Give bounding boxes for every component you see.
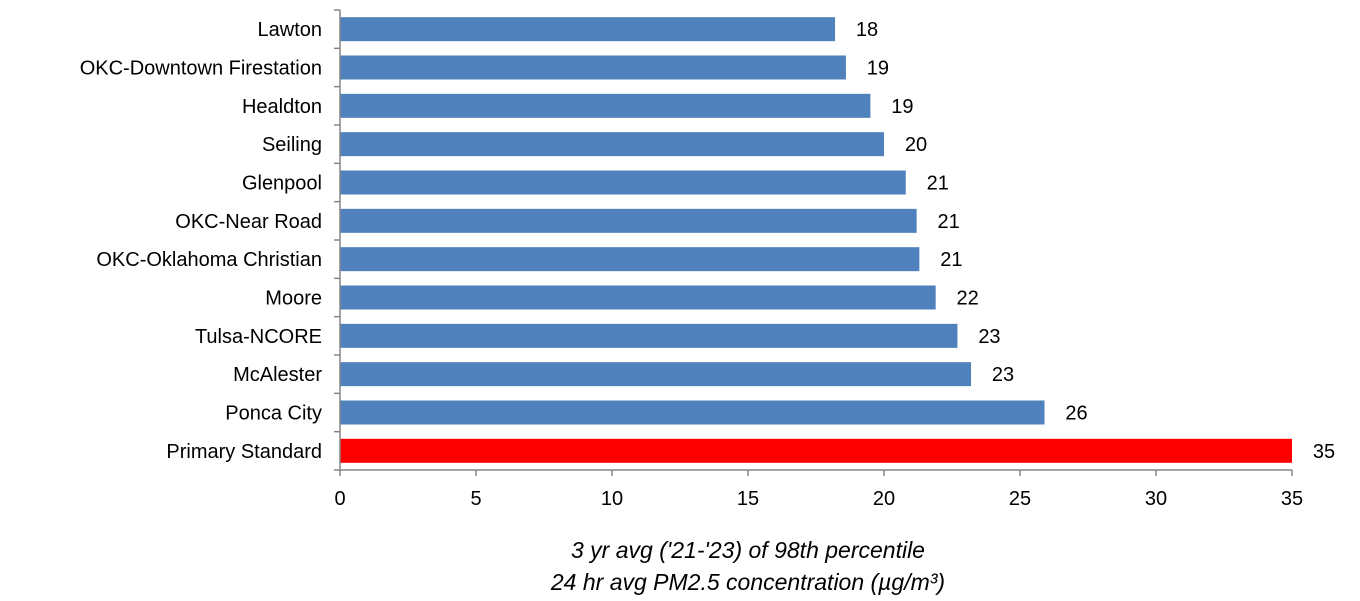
bars-group <box>340 17 1292 463</box>
category-label: OKC-Near Road <box>175 211 322 233</box>
x-tick-label: 20 <box>873 488 895 510</box>
data-label: 21 <box>940 249 962 271</box>
bar <box>340 17 836 42</box>
data-label: 19 <box>867 58 889 80</box>
bar <box>340 285 936 310</box>
data-label: 21 <box>927 173 949 195</box>
x-tick-label: 35 <box>1281 488 1303 510</box>
x-tick-label: 0 <box>334 488 345 510</box>
x-axis-title-line-1: 3 yr avg ('21-'23) of 98th percentile <box>571 537 925 563</box>
bar <box>340 362 972 387</box>
x-axis-title-line-2: 24 hr avg PM2.5 concentration (µg/m³) <box>550 569 945 595</box>
data-label: 21 <box>938 211 960 233</box>
category-labels-group: Lawton OKC-Downtown Firestation Healdton Se… <box>80 19 323 463</box>
bar <box>340 438 1292 463</box>
category-label: Lawton <box>258 19 323 41</box>
category-label: OKC-Downtown Firestation <box>80 58 322 80</box>
data-label: 35 <box>1313 441 1335 463</box>
category-label: Ponca City <box>225 403 322 425</box>
bar <box>340 247 920 272</box>
bar <box>340 170 906 195</box>
category-label: Glenpool <box>242 173 322 195</box>
category-label: Tulsa-NCORE <box>195 326 322 348</box>
data-label: 19 <box>891 96 913 118</box>
x-tick-label: 5 <box>470 488 481 510</box>
data-label: 26 <box>1065 403 1087 425</box>
data-label: 20 <box>905 134 927 156</box>
bar <box>340 55 846 80</box>
axes-group <box>334 9 1292 471</box>
category-label: McAlester <box>233 364 322 386</box>
category-label: Moore <box>265 288 322 310</box>
category-label: OKC-Oklahoma Christian <box>96 249 322 271</box>
category-label: Seiling <box>262 134 322 156</box>
data-label: 22 <box>957 288 979 310</box>
category-label: Primary Standard <box>166 441 322 463</box>
x-tick-label: 10 <box>601 488 623 510</box>
x-tick-label: 25 <box>1009 488 1031 510</box>
bar <box>340 132 884 157</box>
data-label: 18 <box>856 19 878 41</box>
data-label: 23 <box>978 326 1000 348</box>
bar <box>340 93 871 118</box>
x-ticks-group: 0 5 10 15 20 25 30 35 <box>334 470 1303 510</box>
data-label: 23 <box>992 364 1014 386</box>
bar <box>340 208 917 233</box>
bar <box>340 323 958 348</box>
x-tick-label: 15 <box>737 488 759 510</box>
category-label: Healdton <box>242 96 322 118</box>
bar <box>340 400 1045 425</box>
x-tick-label: 30 <box>1145 488 1167 510</box>
